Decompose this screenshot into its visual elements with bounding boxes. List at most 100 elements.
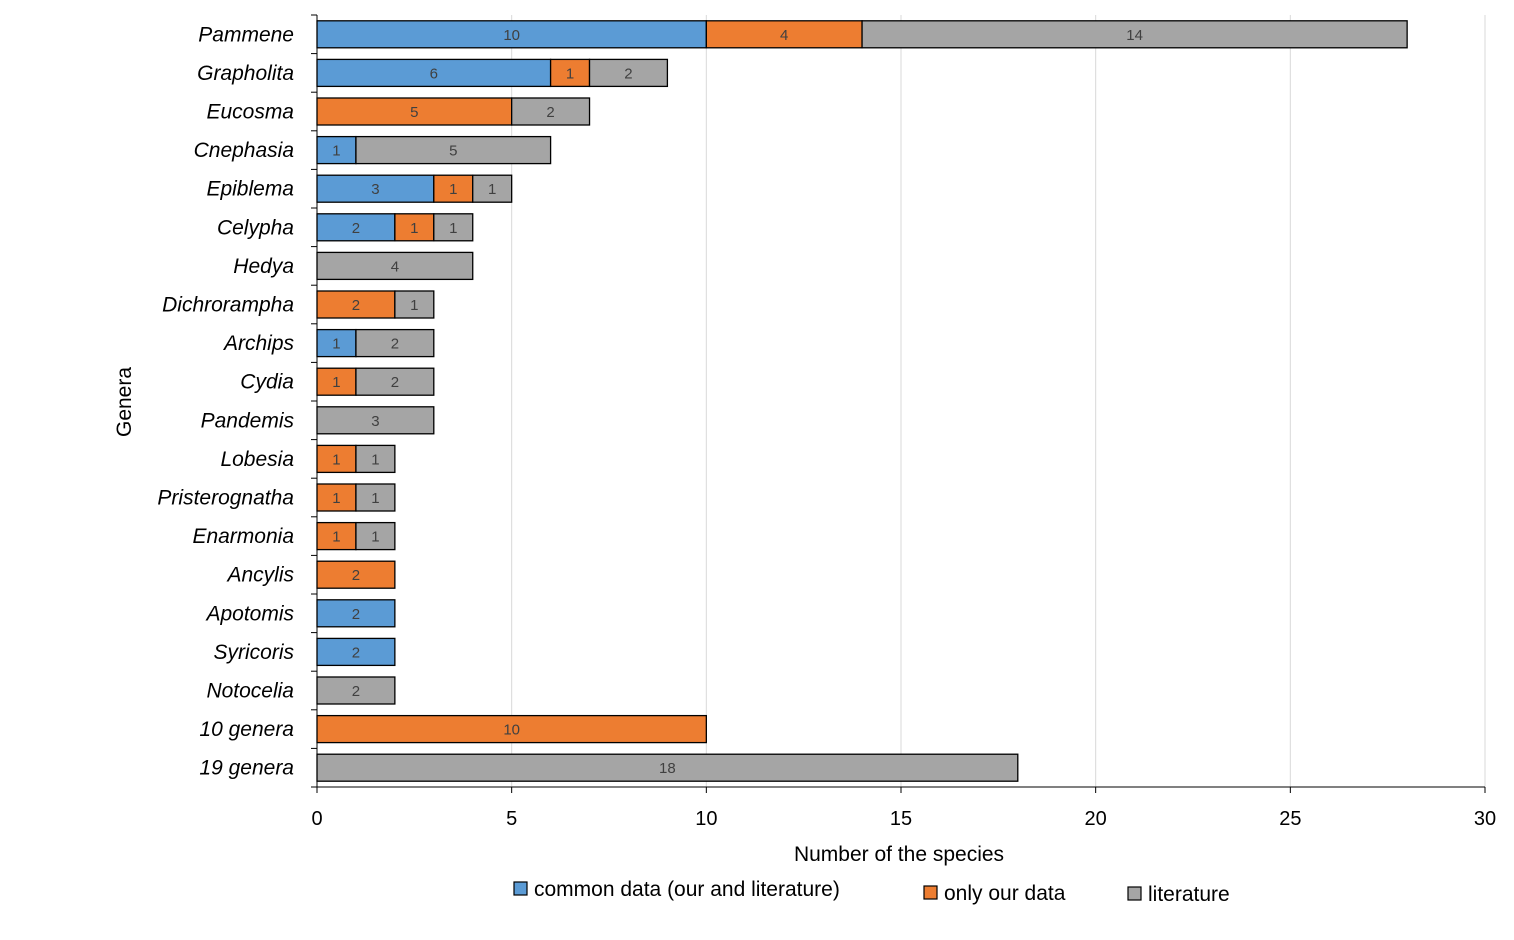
data-label: 2 [624,65,632,82]
category-label: Celypha [217,216,294,239]
category-label: Enarmonia [192,525,294,548]
data-label: 1 [371,451,379,468]
category-label: Grapholita [197,62,294,85]
category-label: Cydia [240,371,294,394]
data-label: 1 [488,181,496,198]
data-label: 2 [352,220,360,237]
data-label: 3 [371,181,379,198]
category-label: Ancylis [225,564,294,587]
data-label: 2 [546,104,554,121]
legend-label: common data (our and literature) [534,878,840,901]
category-label: Eucosma [206,101,294,124]
data-label: 2 [352,683,360,700]
bar-segment [355,521,396,551]
legend-label: only our data [944,882,1066,905]
category-label: Pristerognatha [157,487,294,510]
category-label: Pandemis [201,409,295,432]
x-tick-label: 15 [890,808,912,830]
axes [311,14,1486,793]
data-label: 2 [352,644,360,661]
bar-segment [316,213,396,242]
data-label: 3 [371,413,379,430]
x-tick-label: 10 [695,808,717,830]
bar-segment [316,174,435,203]
data-label: 2 [352,297,360,314]
bar-segment [316,676,396,705]
bar-segment [355,367,435,396]
gridlines [511,15,1486,787]
data-label: 1 [410,220,418,237]
category-labels: Pammene Grapholita Eucosma Cnephasia Epiblem… [157,23,294,779]
data-label: 10 [503,722,520,739]
bar-segment [316,20,707,49]
bar-segment [588,58,669,88]
data-label: 14 [1126,27,1143,44]
data-label: 18 [659,760,676,777]
bar-segment [394,290,435,319]
y-axis-title: Genera [113,367,136,437]
bar-segment [433,213,474,242]
x-tick-labels: 0 5 10 15 20 25 30 [311,808,1496,830]
data-label: 4 [780,27,788,44]
bar-segment [316,560,396,589]
bar-segment [316,290,396,319]
x-tick-label: 20 [1085,808,1107,830]
bar-segment [861,20,1408,49]
bar-segment [433,174,474,203]
bar-segment [549,58,591,88]
data-label: 6 [430,65,438,82]
bar-segment [511,97,591,126]
legend-swatch [923,885,938,900]
bar-segment [316,97,513,126]
bar-segment [316,58,552,88]
data-label: 1 [566,65,574,82]
bar-segment [316,251,474,281]
data-label: 1 [332,490,340,507]
bar-segment [316,483,357,512]
x-tick-label: 30 [1474,808,1496,830]
category-label: Epiblema [206,178,294,201]
data-label: 1 [332,374,340,391]
bar-segment [316,753,1019,782]
data-label: 1 [410,297,418,314]
x-tick-label: 25 [1279,808,1301,830]
data-label: 1 [332,336,340,353]
x-tick-label: 5 [506,808,517,830]
data-label: 2 [352,606,360,623]
legend: common data (our and literature) only our… [513,878,1230,906]
category-label: Pammene [198,23,294,46]
category-label: 19 genera [199,757,294,780]
bar-segment [355,483,396,512]
category-label: 10 genera [199,718,294,741]
category-label: Notocelia [206,680,294,703]
data-label: 1 [449,181,457,198]
data-label: 1 [449,220,457,237]
category-label: Lobesia [220,448,294,471]
bar-segment [472,174,513,203]
data-label: 10 [503,27,520,44]
data-label: 1 [332,529,340,546]
bar-segment [355,135,552,165]
category-label: Archips [222,332,295,355]
legend-label: literature [1148,883,1230,906]
bar-segment [355,444,396,474]
bar-segment [316,406,435,435]
data-label: 2 [391,374,399,391]
category-label: Apotomis [204,602,294,625]
x-tick-label: 0 [311,808,322,830]
category-label: Cnephasia [194,139,294,162]
bar-segment [355,328,435,358]
data-label: 1 [332,143,340,160]
data-label: 2 [391,336,399,353]
x-axis-title: Number of the species [794,843,1004,866]
data-label: 1 [332,451,340,468]
data-label: 5 [410,104,418,121]
category-label: Syricoris [213,641,294,664]
legend-swatch [513,881,528,896]
data-label: 4 [391,258,399,275]
category-label: Dichrorampha [162,294,294,317]
bar-segment [316,521,357,551]
legend-swatch [1127,886,1142,901]
